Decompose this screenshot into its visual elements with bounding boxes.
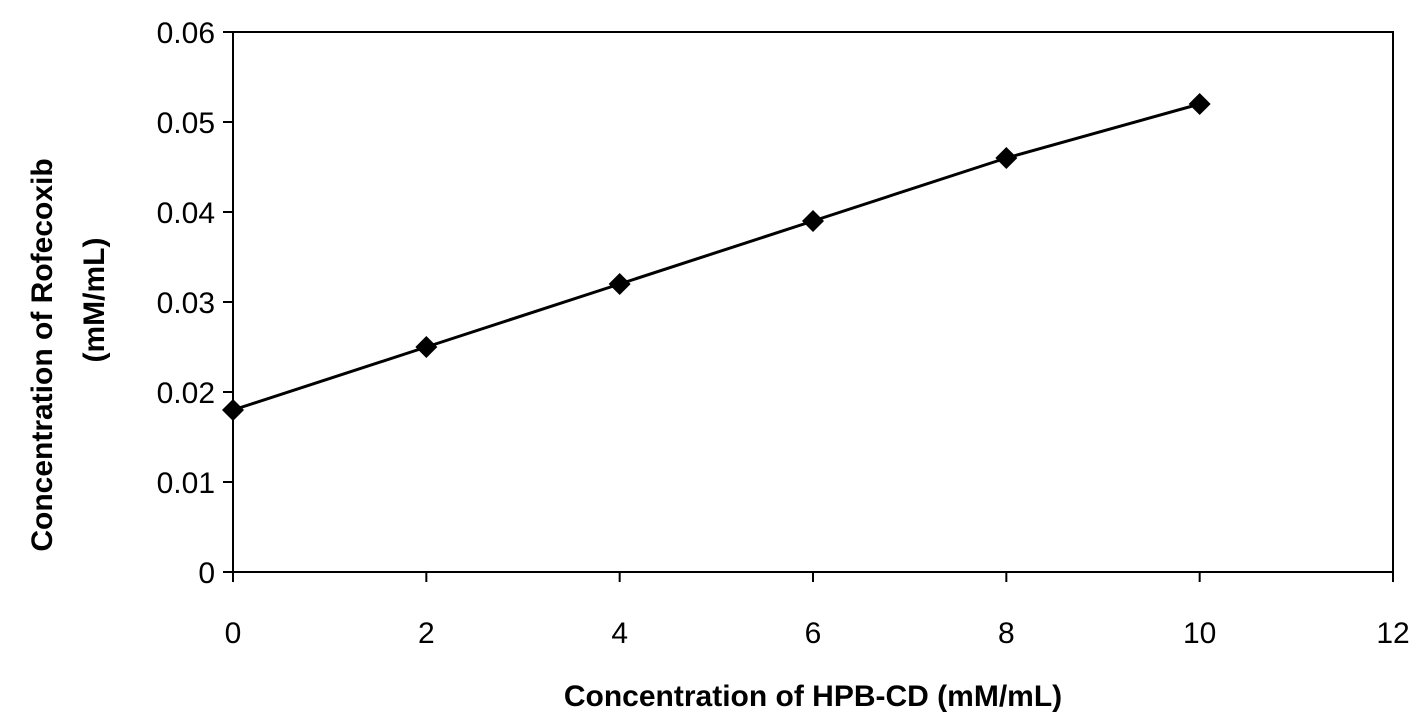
y-tick-label: 0.03 bbox=[157, 287, 215, 320]
x-tick-label: 12 bbox=[1376, 617, 1409, 650]
data-point-marker bbox=[995, 147, 1018, 169]
x-tick-label: 10 bbox=[1183, 617, 1216, 650]
y-axis-title-line2: (mM/mL) bbox=[78, 238, 111, 363]
y-tick-label: 0 bbox=[198, 557, 215, 590]
plot-border bbox=[232, 31, 1394, 573]
y-tick-label: 0.04 bbox=[157, 197, 215, 230]
data-point-marker bbox=[608, 273, 631, 295]
data-point-marker bbox=[1188, 93, 1211, 115]
data-series bbox=[222, 93, 1211, 421]
x-tick-label: 8 bbox=[998, 617, 1015, 650]
data-point-marker bbox=[802, 210, 824, 232]
data-point-marker bbox=[415, 336, 438, 358]
x-tick-label: 0 bbox=[225, 617, 242, 650]
y-tick-label: 0.05 bbox=[157, 107, 215, 140]
y-tick-label: 0.02 bbox=[157, 377, 215, 410]
x-tick-label: 2 bbox=[418, 617, 435, 650]
x-tick-label: 6 bbox=[805, 617, 822, 650]
x-axis-title: Concentration of HPB-CD (mM/mL) bbox=[564, 680, 1062, 713]
y-axis-ticks: 0 0.01 0.02 0.03 0.04 0.05 0.06 bbox=[157, 17, 233, 590]
plot-frame bbox=[232, 31, 1394, 573]
series-line bbox=[232, 102, 1201, 412]
data-point-marker bbox=[222, 399, 244, 421]
x-tick-label: 4 bbox=[611, 617, 628, 650]
x-axis-ticks: 0 2 4 6 8 10 12 bbox=[225, 572, 1410, 650]
y-tick-label: 0.06 bbox=[157, 17, 215, 50]
y-tick-label: 0.01 bbox=[157, 467, 215, 500]
y-axis-title-line1: Concentration of Rofecoxib bbox=[26, 158, 59, 551]
